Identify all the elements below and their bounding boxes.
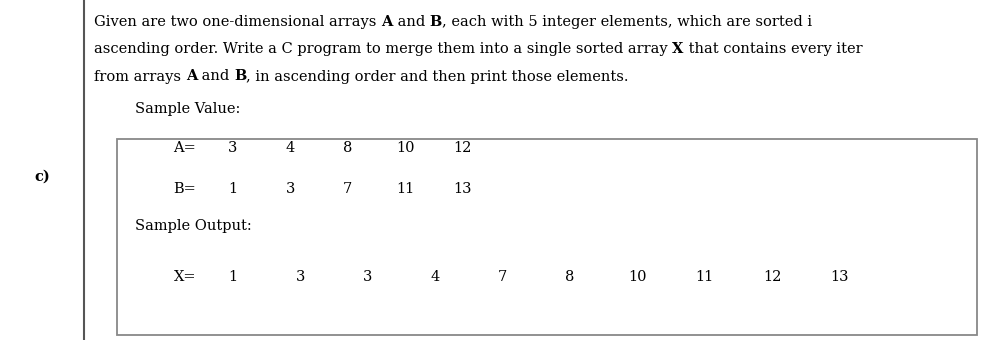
Text: 13: 13 [454, 182, 472, 196]
Text: 3: 3 [295, 270, 305, 284]
Text: 7: 7 [343, 182, 353, 196]
Text: 3: 3 [285, 182, 295, 196]
Text: 7: 7 [497, 270, 507, 284]
Text: , each with 5 integer elements, which are sorted i: , each with 5 integer elements, which ar… [442, 15, 812, 29]
Text: 3: 3 [228, 141, 238, 155]
Text: from arrays: from arrays [94, 69, 185, 84]
Text: Sample Value:: Sample Value: [135, 102, 240, 116]
Text: B: B [429, 15, 442, 29]
Text: X: X [673, 42, 684, 56]
Text: 12: 12 [454, 141, 472, 155]
Text: Given are two one-dimensional arrays: Given are two one-dimensional arrays [94, 15, 382, 29]
Text: that contains every iter: that contains every iter [684, 42, 862, 56]
Text: 4: 4 [285, 141, 295, 155]
Text: 8: 8 [343, 141, 353, 155]
Text: ascending order. Write a C program to merge them into a single sorted array: ascending order. Write a C program to me… [94, 42, 673, 56]
Text: , in ascending order and then print those elements.: , in ascending order and then print thos… [247, 69, 628, 84]
Text: 10: 10 [628, 270, 646, 284]
Text: 8: 8 [565, 270, 575, 284]
Text: 1: 1 [228, 182, 238, 196]
Text: 1: 1 [228, 270, 238, 284]
Text: B: B [234, 69, 247, 84]
Text: 11: 11 [696, 270, 714, 284]
Text: B=: B= [173, 182, 196, 196]
Text: 10: 10 [396, 141, 414, 155]
Text: and: and [392, 15, 429, 29]
Text: X=: X= [173, 270, 196, 284]
Text: 11: 11 [396, 182, 414, 196]
Text: 3: 3 [363, 270, 373, 284]
FancyBboxPatch shape [117, 139, 977, 335]
Text: A=: A= [173, 141, 196, 155]
Text: and: and [197, 69, 234, 84]
Text: Sample Output:: Sample Output: [135, 219, 252, 233]
Text: 4: 4 [430, 270, 440, 284]
Text: A: A [185, 69, 197, 84]
Text: A: A [382, 15, 392, 29]
Text: c): c) [35, 170, 50, 184]
Text: 12: 12 [763, 270, 781, 284]
Text: 13: 13 [830, 270, 848, 284]
